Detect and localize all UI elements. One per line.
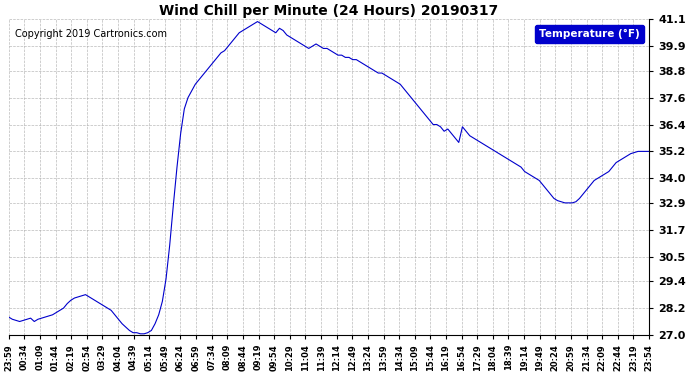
Legend: Temperature (°F): Temperature (°F) xyxy=(535,24,644,43)
Text: Copyright 2019 Cartronics.com: Copyright 2019 Cartronics.com xyxy=(15,29,167,39)
Title: Wind Chill per Minute (24 Hours) 20190317: Wind Chill per Minute (24 Hours) 2019031… xyxy=(159,4,498,18)
